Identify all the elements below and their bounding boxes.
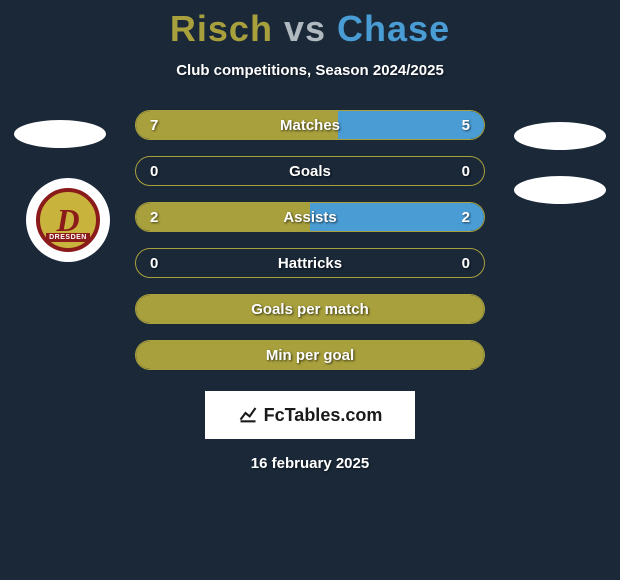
stat-row: 0 Hattricks 0 [0, 247, 620, 279]
stat-value-left: 2 [150, 209, 158, 226]
player1-name: Risch [170, 8, 273, 49]
stat-label: Goals [289, 163, 331, 180]
player2-name: Chase [337, 8, 450, 49]
stat-value-right: 0 [462, 255, 470, 272]
footer-brand-text: FcTables.com [264, 405, 383, 426]
stat-row: 2 Assists 2 [0, 201, 620, 233]
footer-brand: FcTables.com [205, 391, 415, 439]
stat-value-right: 0 [462, 163, 470, 180]
stat-value-left: 0 [150, 255, 158, 272]
stat-bar: Min per goal [135, 340, 485, 370]
stat-label: Min per goal [266, 347, 354, 364]
stat-bar: 0 Goals 0 [135, 156, 485, 186]
stat-label: Goals per match [251, 301, 369, 318]
stat-label: Matches [280, 117, 340, 134]
stat-value-right: 5 [462, 117, 470, 134]
stat-label: Hattricks [278, 255, 342, 272]
footer-date: 16 february 2025 [0, 455, 620, 472]
stat-bar: 0 Hattricks 0 [135, 248, 485, 278]
stat-row: Min per goal [0, 339, 620, 371]
stat-row: 0 Goals 0 [0, 155, 620, 187]
stat-value-left: 7 [150, 117, 158, 134]
stat-bar: 2 Assists 2 [135, 202, 485, 232]
stat-bar: Goals per match [135, 294, 485, 324]
comparison-title: Risch vs Chase [0, 0, 620, 50]
stat-value-right: 2 [462, 209, 470, 226]
chart-icon [238, 403, 258, 428]
vs-text: vs [284, 8, 326, 49]
subtitle: Club competitions, Season 2024/2025 [0, 62, 620, 79]
stat-label: Assists [283, 209, 336, 226]
stat-bar: 7 Matches 5 [135, 110, 485, 140]
stat-value-left: 0 [150, 163, 158, 180]
stat-row: Goals per match [0, 293, 620, 325]
stat-row: 7 Matches 5 [0, 109, 620, 141]
stats-container: 7 Matches 5 0 Goals 0 2 Assists 2 0 Hattricks 0 Goal… [0, 109, 620, 371]
